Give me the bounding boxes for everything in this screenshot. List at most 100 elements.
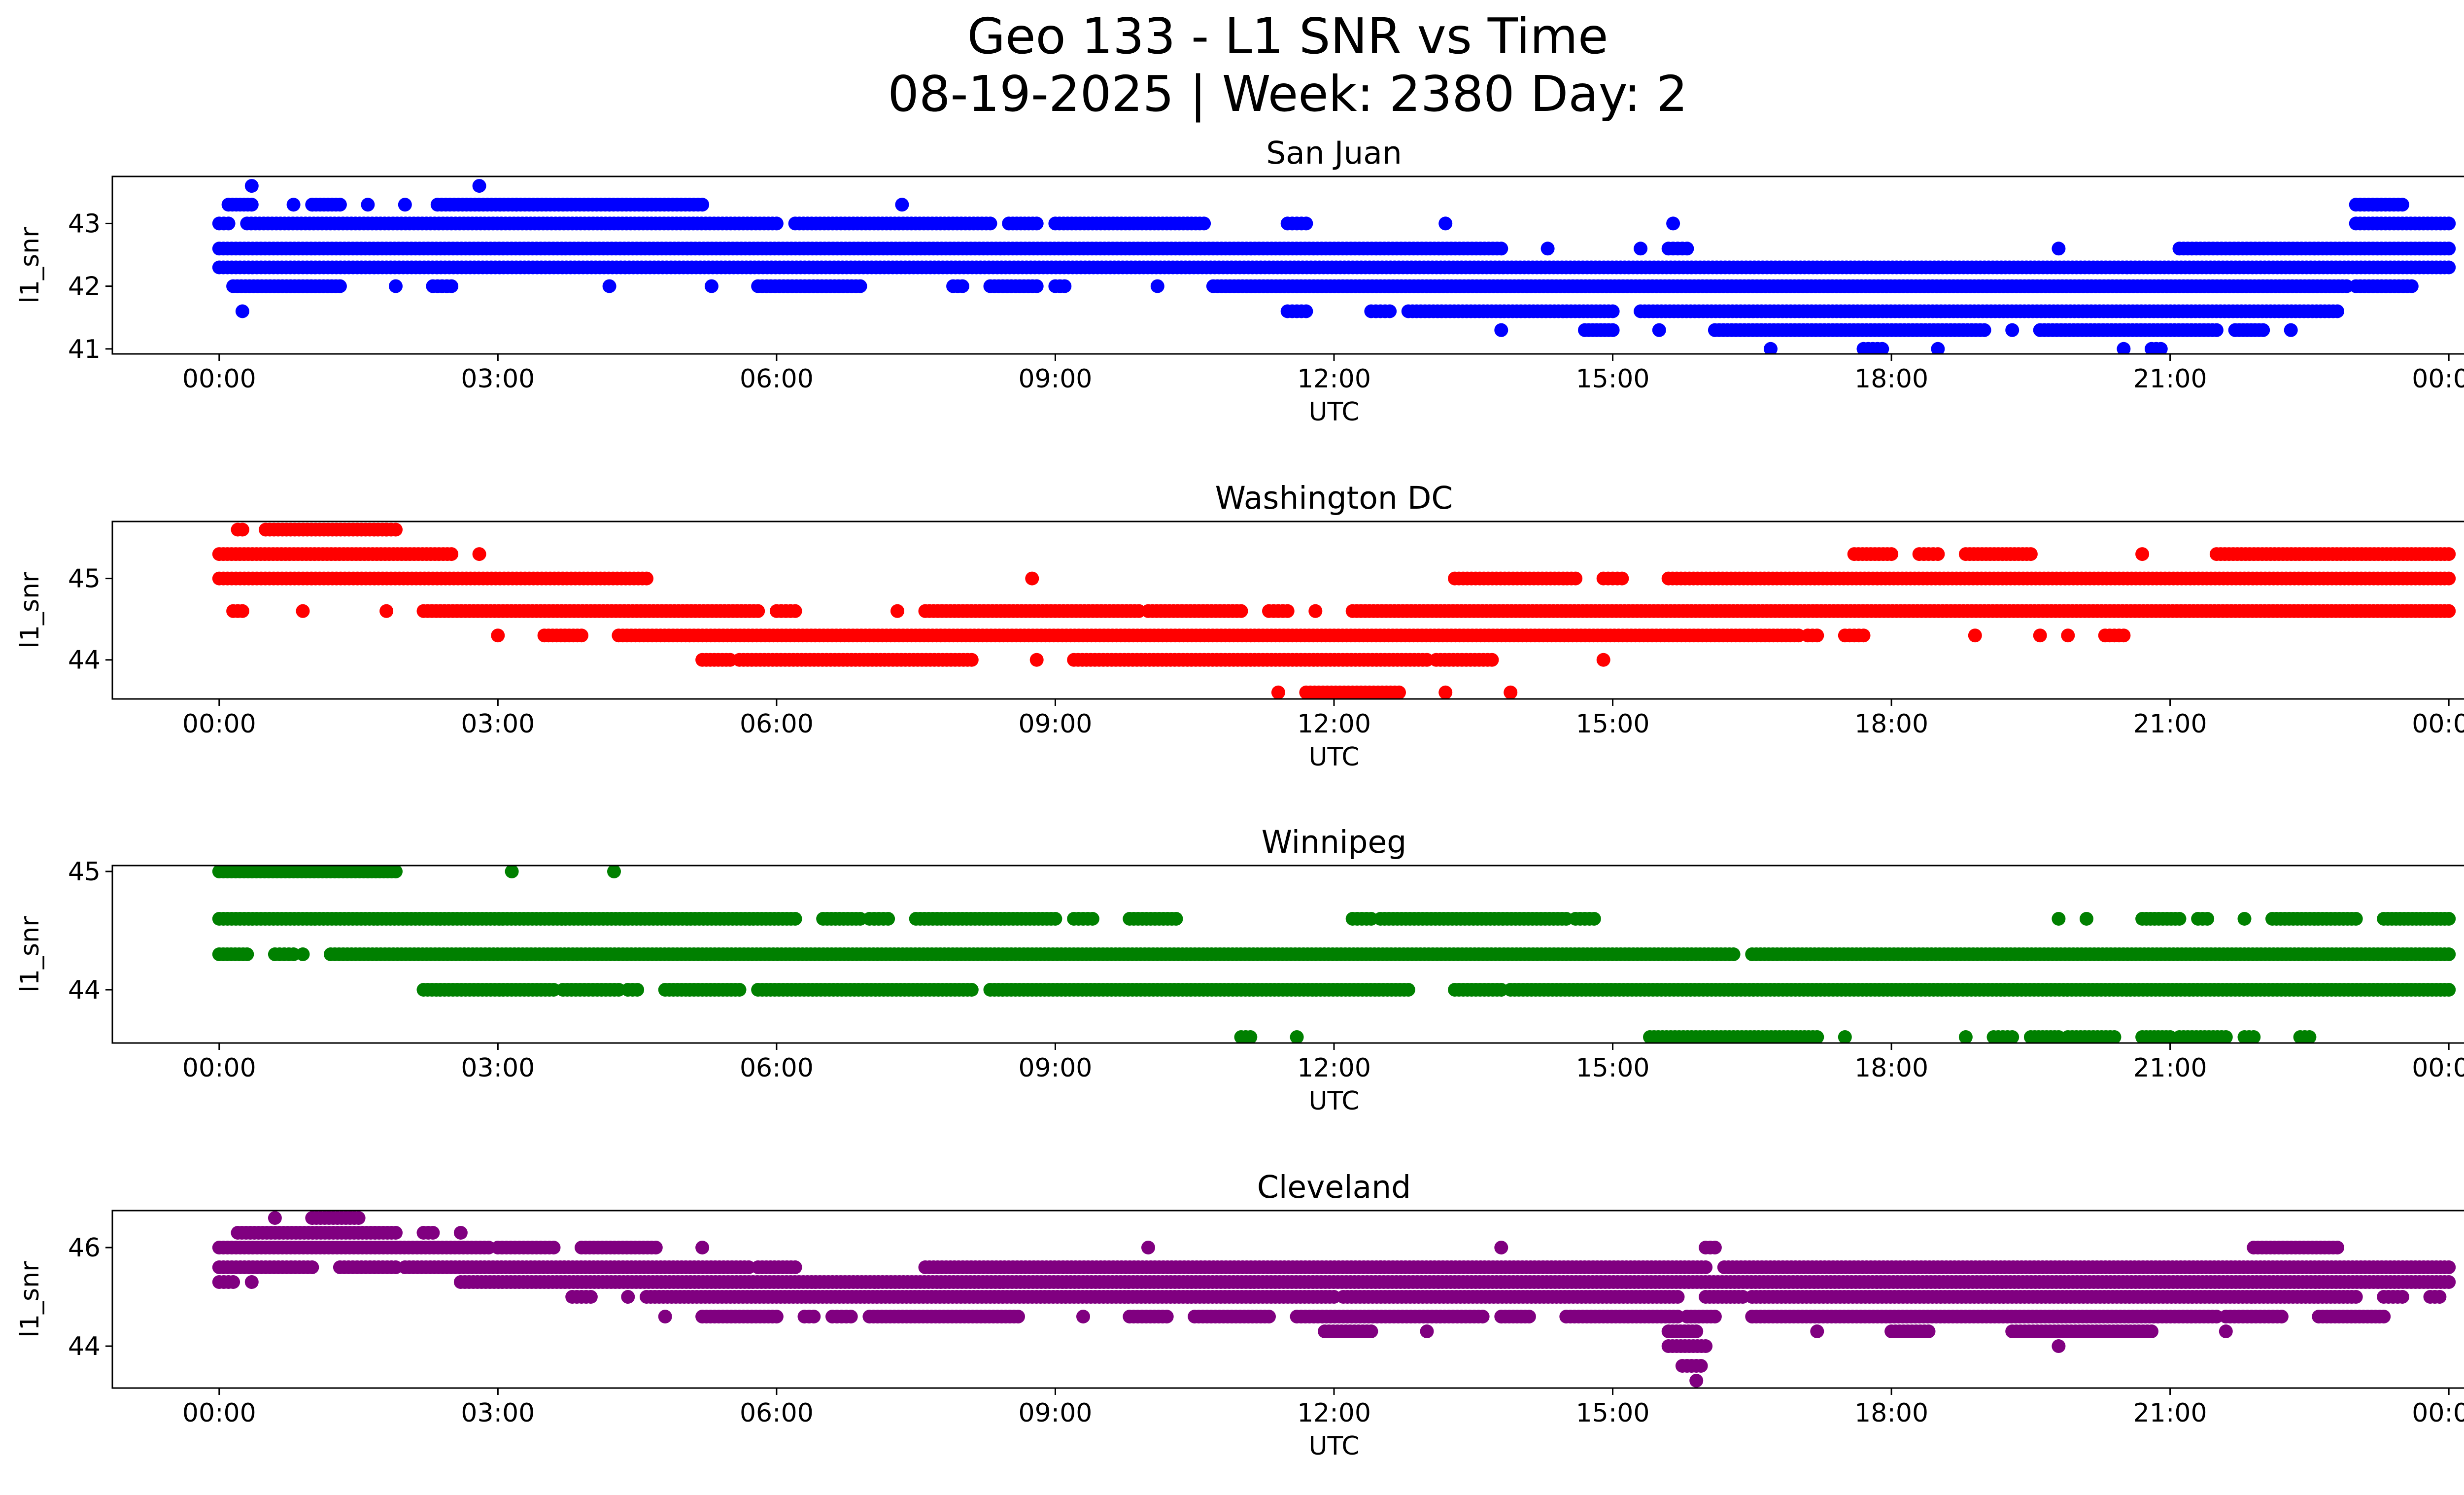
data-point [1271,685,1285,699]
data-point [2135,547,2150,561]
data-point [244,198,259,212]
x-tick-label: 03:00 [461,364,535,394]
data-point [1504,685,1518,699]
data-point [1438,216,1453,231]
data-point [1494,323,1508,337]
data-point [1029,653,1044,667]
data-point [895,198,909,212]
data-point [1308,604,1323,618]
subplot-title-winnipeg: Winnipeg [1262,824,1407,860]
subplot-title-cleveland: Cleveland [1257,1169,1411,1205]
data-point [1680,242,1694,256]
y-tick-label: 42 [68,272,101,302]
x-tick-label: 06:00 [740,364,814,394]
data-point [221,216,236,231]
data-point [1569,571,1583,586]
x-tick-label: 12:00 [1297,364,1371,394]
data-point [1587,912,1601,926]
data-point [2442,983,2456,997]
data-point [1048,912,1062,926]
series-points-washington-dc [212,522,2456,699]
data-point [955,279,969,293]
x-tick-label: 18:00 [1854,1053,1928,1083]
data-point [1383,304,1397,318]
data-point [2404,279,2419,293]
x-axis-label: UTC [1308,397,1359,427]
data-point [1299,216,1313,231]
x-tick-label: 06:00 [740,1053,814,1083]
series-points-winnipeg [212,866,2456,1043]
data-point [2247,1030,2261,1043]
data-point [491,628,505,643]
x-tick-label: 12:00 [1297,709,1371,739]
data-point [1875,342,1889,354]
x-tick-label: 00:00 [2412,1053,2464,1083]
x-tick-label: 18:00 [1854,709,1928,739]
data-point [389,522,403,537]
series-points-san-juan [212,179,2456,354]
data-point [2107,1030,2122,1043]
data-point [1810,628,1824,643]
data-point [1606,304,1620,318]
data-point [2395,198,2409,212]
data-point [235,304,249,318]
x-tick-label: 21:00 [2133,1053,2207,1083]
data-point [2237,912,2252,926]
x-tick-label: 00:00 [182,364,256,394]
y-tick-label: 44 [68,975,101,1005]
data-point [1085,912,1099,926]
data-point [2442,604,2456,618]
data-point [2284,323,2298,337]
data-point [2080,912,2093,926]
data-point [361,198,375,212]
data-point [640,571,653,586]
x-tick-label: 06:00 [740,709,814,739]
chart-title-line1: Geo 133 - L1 SNR vs Time [967,7,1608,65]
data-point [2442,216,2456,231]
data-point [1838,1030,1852,1043]
data-point [1280,604,1295,618]
x-tick-label: 03:00 [461,1053,535,1083]
x-tick-label: 03:00 [461,709,535,739]
data-point [2005,323,2019,337]
data-point [389,279,403,293]
data-point [602,279,616,293]
chart-title-line2: 08-19-2025 | Week: 2380 Day: 2 [888,65,1687,123]
data-point [1234,604,1248,618]
x-axis-label: UTC [1308,742,1359,772]
data-point [2442,947,2456,961]
y-axis-label: l1_snr [15,572,45,649]
data-point [732,983,747,997]
data-point [240,947,254,961]
data-point [2330,304,2344,318]
data-point [769,216,784,231]
x-tick-label: 00:00 [182,1053,256,1083]
data-point [1726,947,1741,961]
data-point [296,947,310,961]
data-point [1810,1030,1824,1043]
data-point [389,866,403,878]
data-point [964,983,979,997]
x-tick-label: 21:00 [2133,364,2207,394]
y-axis-label: l1_snr [15,916,45,993]
data-point [751,604,765,618]
x-tick-label: 00:00 [182,709,256,739]
data-point [1968,628,1982,643]
data-point [788,912,802,926]
series-points-cleveland [212,1211,2456,1388]
data-point [695,198,710,212]
data-point [2117,342,2131,354]
x-tick-label: 00:00 [2412,709,2464,739]
data-point [1150,279,1164,293]
data-point [2209,323,2224,337]
data-point [2442,547,2456,561]
data-point [1029,216,1044,231]
data-point [964,653,979,667]
data-point [575,628,588,643]
data-point [296,604,310,618]
data-point [445,279,459,293]
subplot-title-washington-dc: Washington DC [1215,480,1453,516]
